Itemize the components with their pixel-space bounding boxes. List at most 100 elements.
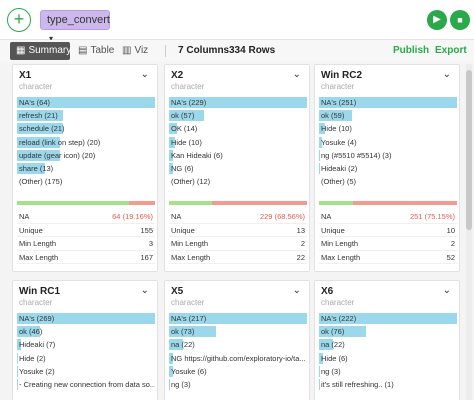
frequency-bar: [17, 352, 18, 364]
frequency-row[interactable]: Hideaki (2): [319, 162, 457, 175]
frequency-label: Yosuke (4): [321, 137, 357, 147]
frequency-row[interactable]: na (22): [319, 338, 457, 351]
frequency-row[interactable]: Kan Hideaki (6): [169, 149, 307, 162]
chevron-down-icon[interactable]: ⌄: [140, 69, 149, 80]
frequency-bar: [169, 110, 204, 122]
frequency-row[interactable]: ok (57): [169, 109, 307, 122]
publish-button[interactable]: Publish: [393, 45, 430, 56]
frequency-row[interactable]: update (gear icon) (20): [17, 149, 155, 162]
scrollbar-track[interactable]: [466, 64, 472, 400]
frequency-row[interactable]: ok (46): [17, 325, 155, 338]
frequency-row[interactable]: (Other) (5): [319, 175, 457, 188]
frequency-row[interactable]: Hide (6): [319, 352, 457, 365]
column-summary-card: X1 character ⌄ NA's (64) refresh (21) schedul…: [12, 64, 158, 272]
command-selector[interactable]: type_convert ▾: [40, 10, 110, 43]
export-button[interactable]: Export: [435, 45, 467, 56]
cancel-button[interactable]: ■: [450, 10, 470, 30]
frequency-row[interactable]: - Creating new connection from data so..…: [17, 378, 155, 391]
table-icon: ▤: [78, 45, 88, 56]
frequency-row[interactable]: reload (link on step) (20): [17, 136, 155, 149]
frequency-bar: [319, 378, 320, 390]
frequency-row[interactable]: NA's (269): [17, 312, 155, 325]
column-stats: NA 64 (19.16%) Unique 155 Min Length 3 Max Len…: [17, 210, 155, 265]
stat-value: 167: [140, 252, 153, 262]
frequency-row[interactable]: Yosuke (4): [319, 136, 457, 149]
frequency-row[interactable]: na (22): [169, 338, 307, 351]
column-type: character: [19, 298, 53, 307]
na-ratio-fill: [212, 201, 307, 205]
frequency-row[interactable]: ok (59): [319, 109, 457, 122]
frequency-row[interactable]: NG (6): [169, 162, 307, 175]
chevron-down-icon[interactable]: ⌄: [292, 69, 301, 80]
frequency-row[interactable]: ng (3): [169, 378, 307, 391]
scrollbar-thumb[interactable]: [466, 70, 472, 230]
frequency-bar: [319, 365, 320, 377]
stat-key: NA: [171, 212, 182, 221]
tab-viz[interactable]: ▥ Viz: [122, 42, 148, 60]
caret-down-icon: ▾: [49, 34, 54, 43]
frequency-label: Hideaki (7): [19, 340, 56, 350]
stat-row: NA 64 (19.16%): [17, 210, 155, 224]
frequency-label: share (13): [19, 163, 54, 173]
na-ratio-bar: [17, 201, 155, 205]
frequency-row[interactable]: ng (3): [319, 365, 457, 378]
stat-row: Min Length 3: [17, 237, 155, 251]
frequency-label: ng (#5510 #5514) (3): [321, 150, 392, 160]
tab-table[interactable]: ▤ Table: [76, 42, 114, 60]
frequency-row[interactable]: share (13): [17, 162, 155, 175]
frequency-bar: [169, 365, 173, 377]
frequency-row[interactable]: NG https://github.com/exploratory-io/ta.…: [169, 352, 307, 365]
stat-key: Unique: [171, 225, 195, 235]
chevron-down-icon[interactable]: ⌄: [442, 69, 451, 80]
frequency-row[interactable]: schedule (21): [17, 122, 155, 135]
column-summary-card: Win RC1 character ⌄ NA's (269) ok (46) Hideak…: [12, 280, 158, 400]
frequency-row[interactable]: NA's (217): [169, 312, 307, 325]
frequency-bar: [17, 378, 18, 390]
frequency-row[interactable]: Yosuke (2): [17, 365, 155, 378]
run-button[interactable]: ▶: [427, 10, 447, 30]
frequency-label: NG (6): [171, 163, 194, 173]
chevron-down-icon[interactable]: ⌄: [442, 285, 451, 296]
frequency-bar: [319, 326, 366, 338]
frequency-row[interactable]: ok (73): [169, 325, 307, 338]
stat-value: 229 (68.56%): [259, 212, 305, 221]
tab-summary[interactable]: ▦ Summary: [10, 42, 72, 60]
frequency-bar: [169, 162, 173, 174]
stat-key: Unique: [321, 225, 345, 235]
column-name: X6: [321, 286, 334, 297]
frequency-row[interactable]: (Other) (175): [17, 175, 155, 188]
frequency-row[interactable]: Hide (10): [169, 136, 307, 149]
stat-value: 64 (19.16%): [112, 212, 153, 221]
frequency-label: ok (59): [321, 111, 345, 121]
frequency-row[interactable]: NA's (64): [17, 96, 155, 109]
frequency-label: Hide (10): [321, 124, 352, 134]
frequency-row[interactable]: Hide (2): [17, 352, 155, 365]
frequency-row[interactable]: Hideaki (7): [17, 338, 155, 351]
stat-value: 155: [140, 225, 153, 235]
frequency-row[interactable]: ng (#5510 #5514) (3): [319, 149, 457, 162]
frequency-row[interactable]: NA's (222): [319, 312, 457, 325]
frequency-bar: [169, 378, 170, 390]
frequency-bar: [319, 313, 457, 324]
chart-icon: ▥: [122, 45, 132, 56]
add-step-button[interactable]: +: [7, 8, 31, 32]
frequency-row[interactable]: (Other) (12): [169, 175, 307, 188]
frequency-row[interactable]: NA's (229): [169, 96, 307, 109]
chevron-down-icon[interactable]: ⌄: [140, 285, 149, 296]
frequency-row[interactable]: OK (14): [169, 122, 307, 135]
row-count: 334 Rows: [229, 45, 276, 56]
frequency-row[interactable]: Hide (10): [319, 122, 457, 135]
frequency-row[interactable]: Yosuke (6): [169, 365, 307, 378]
column-type: character: [321, 298, 355, 307]
frequency-bar: [17, 97, 155, 108]
frequency-row[interactable]: it's still refreshing.. (1): [319, 378, 457, 391]
plus-icon: +: [13, 9, 25, 29]
frequency-row[interactable]: ok (76): [319, 325, 457, 338]
column-type: character: [321, 82, 355, 91]
tab-label: Summary: [28, 45, 72, 56]
command-input[interactable]: [116, 6, 418, 34]
chevron-down-icon[interactable]: ⌄: [292, 285, 301, 296]
column-stats: NA 251 (75.15%) Unique 10 Min Length 2 Max Len…: [319, 210, 457, 265]
frequency-row[interactable]: NA's (251): [319, 96, 457, 109]
frequency-row[interactable]: refresh (21): [17, 109, 155, 122]
